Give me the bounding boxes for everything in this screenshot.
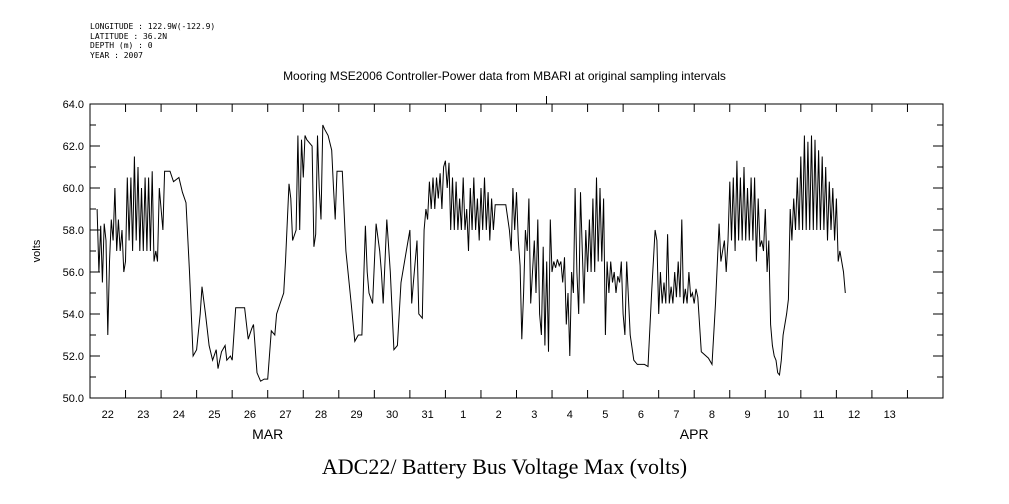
location-metadata: LONGITUDE : 122.9W(-122.9) LATITUDE : 36… [90, 22, 215, 60]
chart-title: Mooring MSE2006 Controller-Power data fr… [283, 69, 726, 83]
longitude-line: LONGITUDE : 122.9W(-122.9) [90, 22, 216, 31]
latitude-line: LATITUDE : 36.2N [90, 31, 168, 41]
y-tick-label: 58.0 [63, 225, 84, 237]
x-tick-label: 4 [567, 409, 573, 421]
x-tick-label: 3 [531, 409, 537, 421]
x-tick-label: 24 [173, 409, 185, 421]
y-axis-label: volts [31, 239, 43, 262]
x-tick-label: 23 [137, 409, 149, 421]
x-tick-label: 1 [460, 409, 466, 421]
x-tick-label: 10 [777, 409, 789, 421]
y-tick-label: 50.0 [63, 393, 84, 405]
depth-line: DEPTH (m) : 0 [90, 41, 153, 50]
x-tick-label: 7 [673, 409, 679, 421]
x-tick-label: 13 [884, 409, 896, 421]
x-tick-label: 25 [208, 409, 220, 421]
x-tick-label: 6 [638, 409, 644, 421]
x-tick-label: 9 [744, 409, 750, 421]
month-label: APR [680, 426, 709, 442]
x-tick-label: 31 [422, 409, 434, 421]
y-tick-label: 54.0 [63, 309, 84, 321]
y-tick-label: 52.0 [63, 351, 84, 363]
x-tick-label: 2 [496, 409, 502, 421]
x-tick-label: 27 [279, 409, 291, 421]
y-tick-label: 60.0 [63, 183, 84, 195]
x-tick-label: 11 [813, 409, 824, 421]
x-tick-label: 22 [102, 409, 114, 421]
x-tick-label: 8 [709, 409, 715, 421]
x-tick-label: 28 [315, 409, 327, 421]
x-axis-title: ADC22/ Battery Bus Voltage Max (volts) [321, 454, 688, 479]
x-tick-label: 30 [386, 409, 398, 421]
series-line [96, 124, 846, 382]
y-tick-label: 56.0 [63, 267, 84, 279]
x-tick-label: 26 [244, 409, 256, 421]
year-line: YEAR : 2007 [90, 50, 143, 60]
month-label: MAR [252, 426, 283, 442]
y-tick-label: 64.0 [63, 99, 84, 111]
x-tick-label: 12 [848, 409, 860, 421]
y-tick-label: 62.0 [63, 141, 84, 153]
x-tick-label: 5 [602, 409, 608, 421]
x-tick-label: 29 [350, 409, 362, 421]
